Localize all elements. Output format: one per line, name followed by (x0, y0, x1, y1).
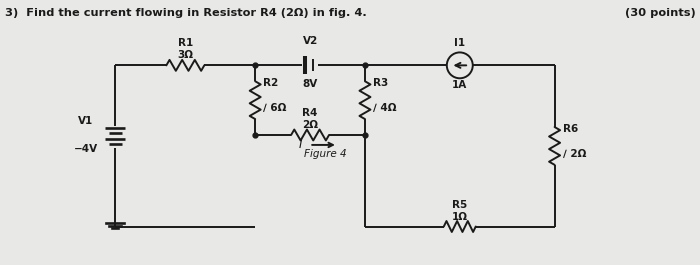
Text: 2Ω: 2Ω (302, 120, 318, 130)
Text: ∕ 2Ω: ∕ 2Ω (563, 148, 586, 158)
Text: I: I (298, 138, 302, 151)
Text: ∕ 6Ω: ∕ 6Ω (263, 102, 286, 112)
Text: 1Ω: 1Ω (452, 211, 468, 222)
Text: I1: I1 (454, 38, 466, 48)
Text: Figure 4: Figure 4 (304, 149, 346, 159)
Text: 8V: 8V (302, 79, 318, 89)
Text: 3Ω: 3Ω (177, 50, 193, 60)
Text: R5: R5 (452, 200, 468, 210)
Text: R2: R2 (263, 78, 279, 88)
Text: V2: V2 (302, 37, 318, 46)
Text: R6: R6 (563, 124, 578, 134)
Text: ∕ 4Ω: ∕ 4Ω (373, 102, 396, 112)
Text: R3: R3 (373, 78, 389, 88)
Text: (30 points): (30 points) (624, 8, 695, 18)
Text: 1A: 1A (452, 80, 468, 90)
Text: R4: R4 (302, 108, 318, 118)
Text: V1: V1 (78, 116, 93, 126)
Text: −4V: −4V (74, 144, 97, 154)
Text: 3)  Find the current flowing in Resistor R4 (2Ω) in fig. 4.: 3) Find the current flowing in Resistor … (5, 8, 366, 18)
Text: R1: R1 (178, 38, 193, 48)
